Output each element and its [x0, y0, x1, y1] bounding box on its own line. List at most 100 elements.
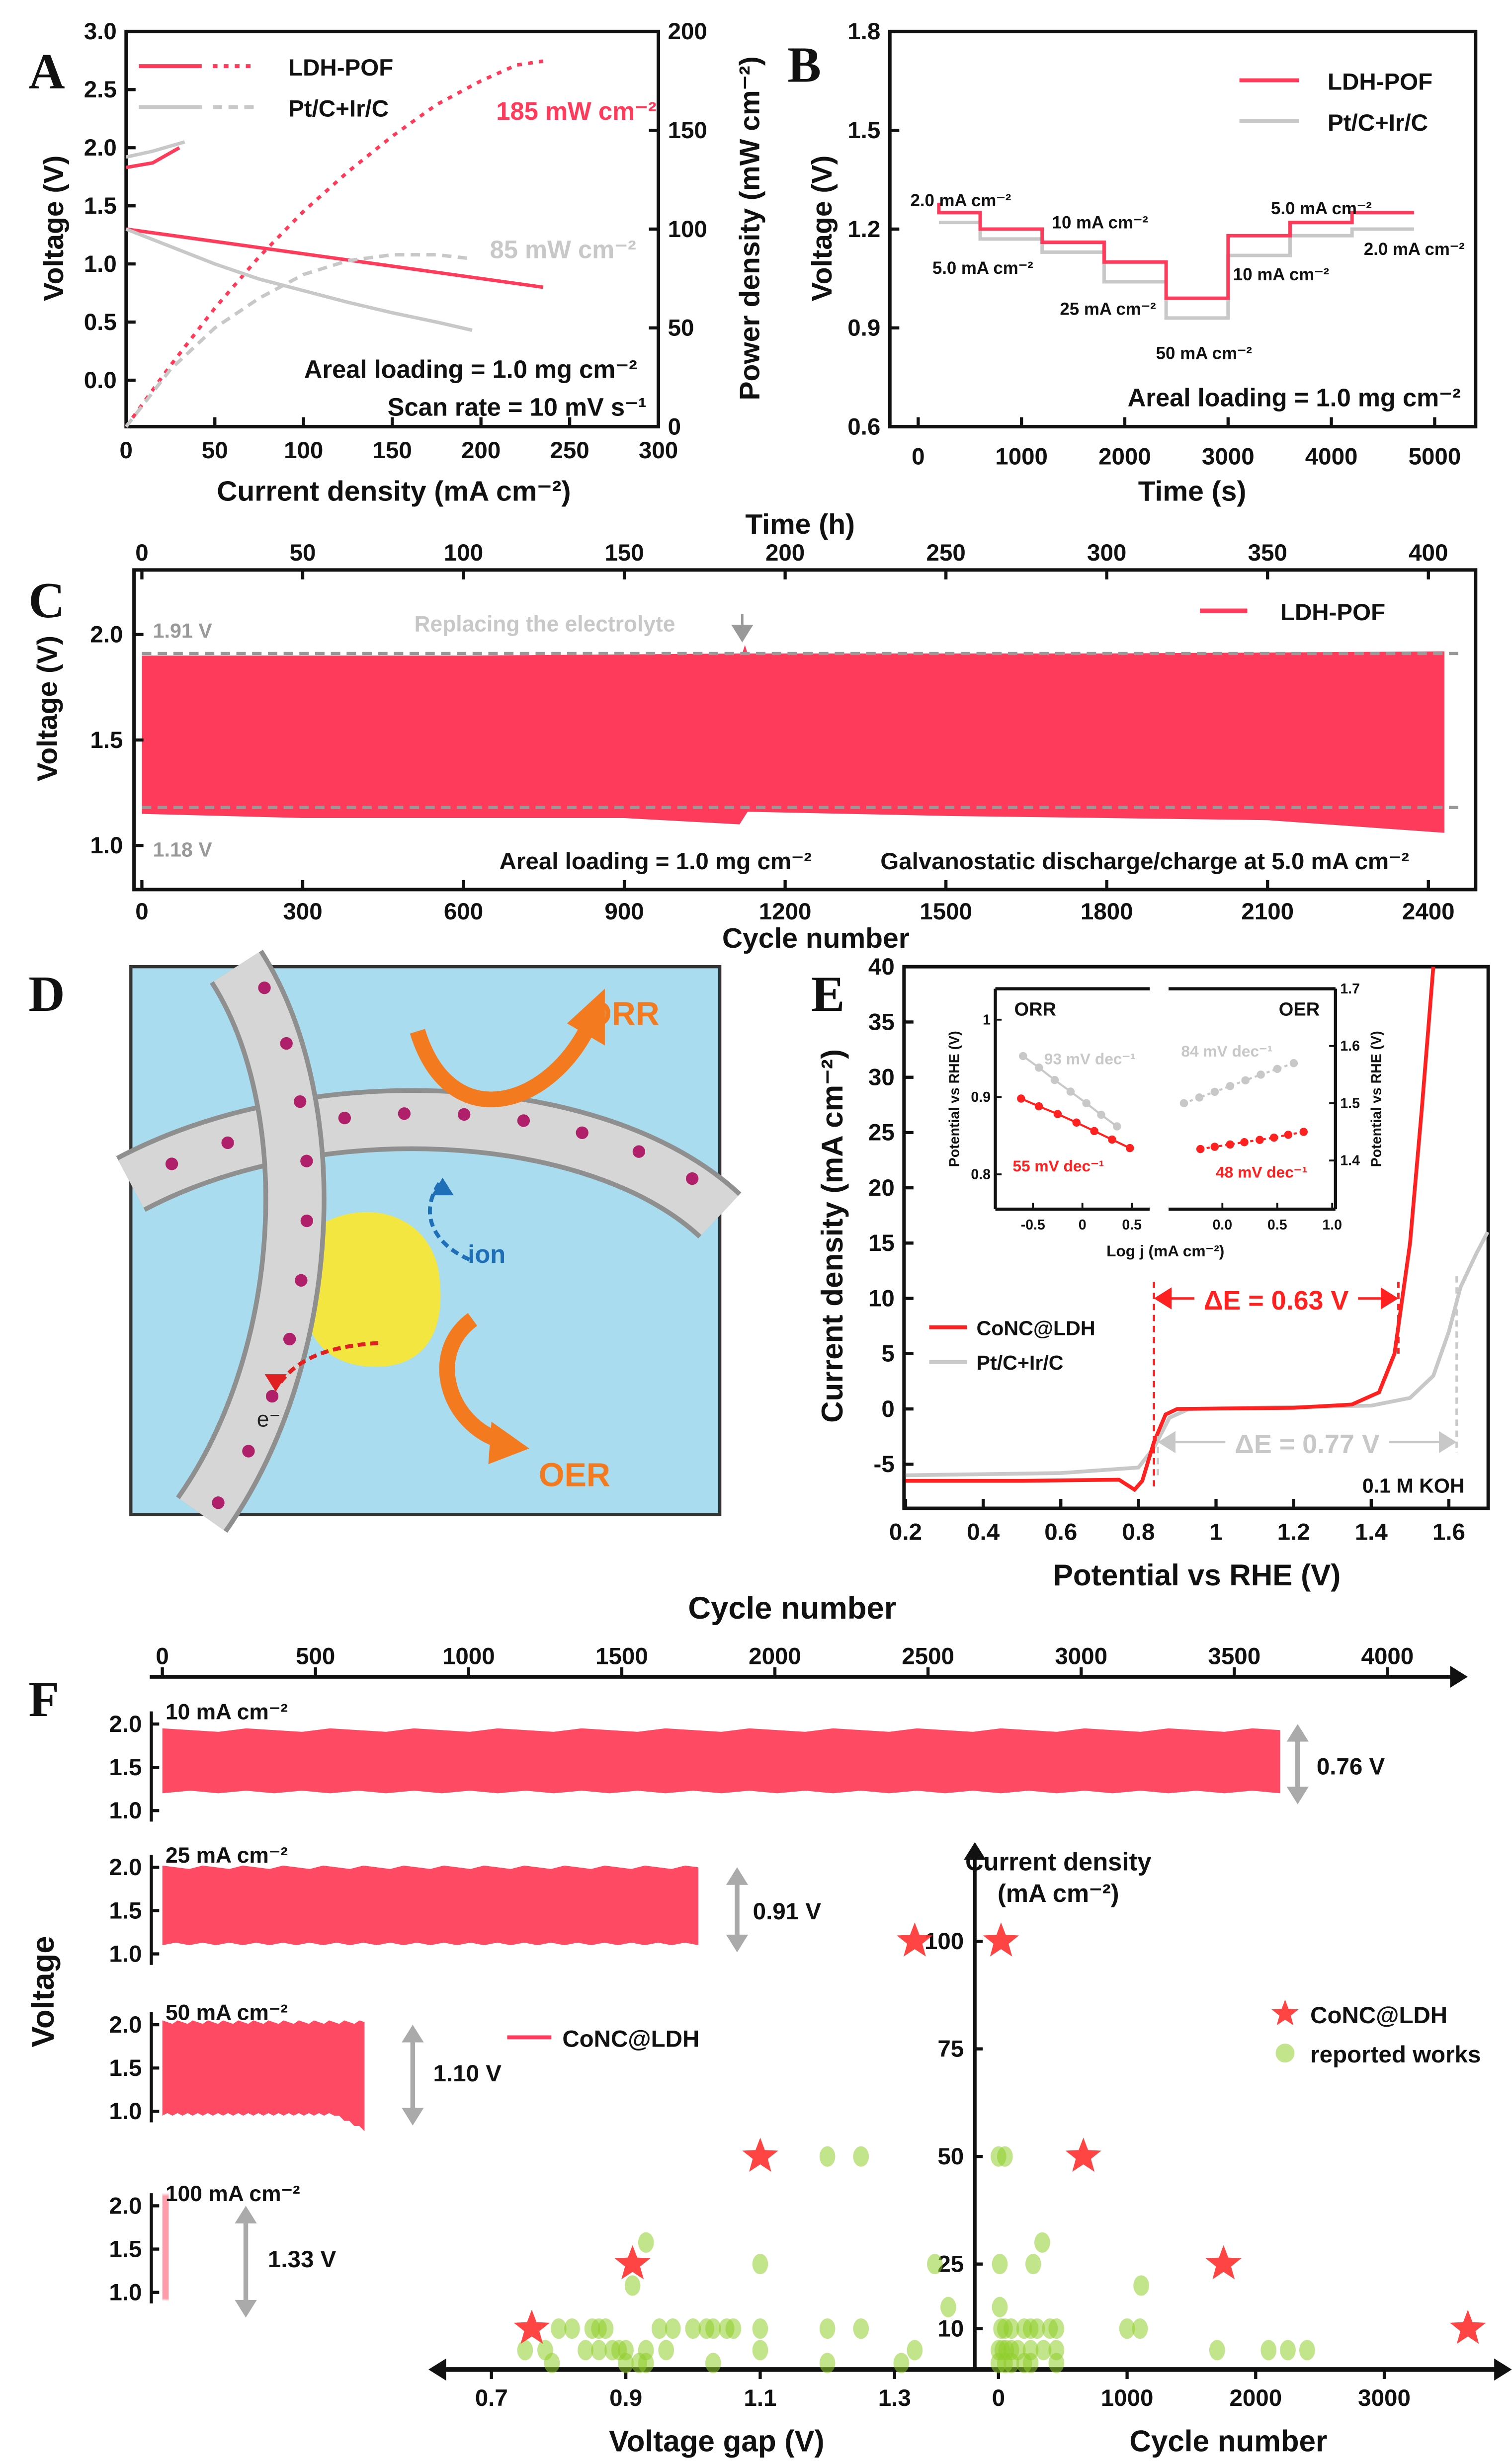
cycling-voltage-band [142, 645, 1445, 833]
y2-tick-label: 0 [668, 413, 681, 440]
reported-work-point [1209, 2340, 1225, 2361]
current-step-label: 10 mA cm⁻² [1233, 265, 1329, 284]
carbon-fiber-horizontal [118, 1093, 738, 1235]
x-tick-label: 2000 [1098, 444, 1151, 470]
x-tick-label: 0.4 [967, 1519, 1000, 1545]
reported-work-point [1025, 2254, 1041, 2275]
current-step-label: 5.0 mA cm⁻² [1271, 199, 1372, 218]
delta-e-label: ΔE = 0.63 V [1204, 1286, 1349, 1315]
arrow-left-icon [1154, 1287, 1172, 1310]
arrow-right-icon [1380, 1287, 1399, 1310]
y-tick-label: 1.5 [90, 727, 123, 753]
reported-work-point [1048, 2353, 1065, 2374]
legend-label: CoNC@LDH [1310, 2002, 1447, 2029]
arrow-right-icon [1439, 1431, 1457, 1453]
power-curve-1 [125, 253, 473, 428]
y-tick-label: 2.5 [84, 77, 117, 103]
x-tick-label: 100 [284, 437, 323, 464]
reported-work-point [1003, 2353, 1019, 2374]
electron-arrow-head-icon [264, 1374, 287, 1392]
inset-x-tick-label: 0 [1079, 1217, 1087, 1233]
ldh-particle [302, 1212, 441, 1367]
catalyst-dot [283, 1332, 296, 1346]
legend-label: Pt/C+Ir/C [288, 95, 389, 122]
inset-y-axis-label: Potential vs RHE (V) [947, 1031, 963, 1167]
y-tick-label: 1.5 [847, 117, 880, 144]
panel-label: A [28, 43, 65, 99]
tafel-point [1019, 1052, 1027, 1061]
catalyst-dot [165, 1157, 178, 1170]
ion-label: ion [468, 1240, 505, 1268]
x-tick-label: 1000 [1101, 2385, 1154, 2411]
tafel-point [1090, 1127, 1098, 1136]
catalyst-dot [685, 1172, 699, 1185]
reported-work-point [992, 2254, 1008, 2275]
y-axis-label: Voltage (V) [31, 636, 63, 782]
catalyst-dot [632, 1145, 646, 1158]
orr-arrow [410, 1027, 593, 1108]
tafel-point [1210, 1087, 1219, 1096]
reported-work-point [638, 2232, 654, 2253]
panel-label: D [28, 966, 65, 1022]
reported-work-point [1132, 2318, 1148, 2339]
power-curve-0 [124, 59, 544, 428]
current-step-label: 5.0 mA cm⁻² [932, 258, 1033, 278]
tafel-point [1256, 1136, 1264, 1144]
orr-label: ORR [586, 995, 660, 1032]
inset-x-tick-label: 1.0 [1322, 1217, 1342, 1233]
y2-tick-label: 200 [668, 18, 707, 45]
x2-tick-label: 0 [135, 540, 148, 566]
x-tick-label: 1800 [1081, 899, 1133, 925]
x2-tick-label: 300 [1087, 540, 1126, 566]
arrow-down-icon [726, 1934, 749, 1953]
reported-work-point [544, 2353, 560, 2374]
reported-work-point [819, 2353, 836, 2374]
reported-work-point [665, 2318, 681, 2339]
inset-x-tick-label: -0.5 [1021, 1217, 1045, 1233]
x-tick-label: 4000 [1361, 1643, 1414, 1670]
polarization-curve-0 [905, 966, 1435, 1492]
conc-ldh-star [614, 2245, 651, 2280]
y-tick-label: 2.0 [109, 2193, 142, 2219]
inset-x-tick-label: 0.5 [1122, 1217, 1142, 1233]
y-tick-label: 1.5 [109, 2055, 142, 2081]
tafel-point [1299, 1128, 1308, 1136]
y-tick-label: 15 [868, 1230, 895, 1256]
tafel-point [1053, 1110, 1062, 1118]
inset-y2-axis-label: Potential vs RHE (V) [1369, 1031, 1385, 1167]
tafel-slope-label: 84 mV dec⁻¹ [1181, 1042, 1272, 1060]
conc-ldh-star [1205, 2245, 1242, 2280]
x-tick-label: 250 [550, 437, 589, 464]
x2-tick-label: 150 [604, 540, 644, 566]
x-tick-label: 1000 [442, 1643, 495, 1670]
legend-dot-icon [1275, 2044, 1295, 2063]
panel-label: C [28, 573, 65, 628]
polarization-curve-1 [905, 1231, 1490, 1478]
arrow-up-icon [402, 2025, 424, 2043]
x-tick-label: 2000 [749, 1643, 801, 1670]
x-tick-label: 0 [156, 1643, 168, 1670]
strip-voltage-band [162, 1865, 698, 1946]
peak-power-label: 185 mW cm⁻² [496, 97, 656, 125]
y-tick-label: 2.0 [109, 1854, 142, 1881]
x-tick-label: 0 [992, 2385, 1005, 2411]
x-axis-label: Voltage gap (V) [609, 2425, 825, 2458]
inset-y-tick-label: 0.8 [971, 1167, 991, 1183]
reported-work-point [1048, 2318, 1065, 2339]
y2-tick-label: 150 [668, 117, 707, 144]
oer-label: OER [539, 1457, 610, 1494]
x-tick-label: 0.2 [889, 1519, 922, 1545]
y-axis-label: (mA cm⁻²) [998, 1879, 1119, 1907]
y-tick-label: 0.6 [847, 413, 880, 440]
current-density-label: 100 mA cm⁻² [166, 2182, 300, 2206]
discharge-curve-0 [126, 227, 544, 289]
voltage-gap-label: 1.33 V [268, 2246, 336, 2273]
y-tick-label: 1.0 [109, 2098, 142, 2125]
inset-y-tick-label: 1.6 [1340, 1038, 1360, 1054]
x-axis-label: Cycle number [722, 922, 910, 954]
plot-frame [132, 568, 1478, 892]
reported-work-point [1035, 2340, 1052, 2361]
reported-work-point [1034, 2232, 1050, 2253]
reported-work-point [591, 2340, 607, 2361]
